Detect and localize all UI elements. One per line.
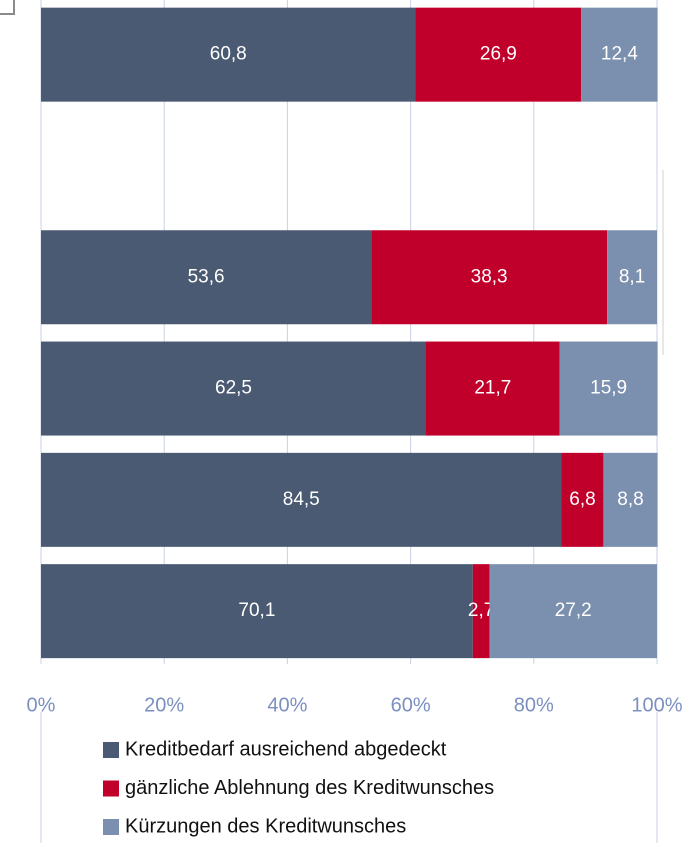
value-label: 26,9 xyxy=(480,44,517,65)
x-tick-label: 0% xyxy=(27,694,56,716)
bar-segment xyxy=(607,230,657,325)
value-label: 62,5 xyxy=(215,378,252,399)
value-label: 6,8 xyxy=(569,489,595,510)
bar-segment xyxy=(603,452,658,547)
bar-segment xyxy=(472,564,490,659)
bar-segment xyxy=(371,230,608,325)
bar-segment xyxy=(41,230,372,325)
value-label: 84,5 xyxy=(283,489,320,510)
value-label: 2,7 xyxy=(468,600,494,621)
bar-segment xyxy=(41,564,473,659)
x-tick-label: 80% xyxy=(514,694,554,716)
bar-segment xyxy=(41,7,416,102)
legend-swatch xyxy=(103,742,119,758)
x-tick-label: 100% xyxy=(631,694,682,716)
value-label: 53,6 xyxy=(188,266,225,287)
legend-swatch xyxy=(103,819,119,835)
legend-swatch xyxy=(103,780,119,797)
bar-segment xyxy=(559,341,658,436)
x-tick-label: 60% xyxy=(391,694,431,716)
bar-segment xyxy=(489,564,657,659)
bar-segment xyxy=(415,7,582,102)
bar-segment xyxy=(41,341,426,436)
legend-label: Kreditbedarf ausreichend abgedeckt xyxy=(125,738,447,760)
legend-label: Kürzungen des Kreditwunsches xyxy=(125,815,406,837)
value-label: 21,7 xyxy=(474,378,511,399)
bar-segment xyxy=(41,452,562,547)
bar-segment xyxy=(426,341,560,436)
value-label: 12,4 xyxy=(601,44,638,65)
value-label: 8,8 xyxy=(617,489,643,510)
value-label: 70,1 xyxy=(238,600,275,621)
legend-label: gänzliche Ablehnung des Kreditwunsches xyxy=(125,777,494,799)
bar-segment xyxy=(581,7,658,102)
value-label: 27,2 xyxy=(555,600,592,621)
bar-segment xyxy=(561,452,604,547)
value-label: 15,9 xyxy=(590,378,627,399)
value-label: 8,1 xyxy=(619,266,645,287)
x-tick-label: 40% xyxy=(267,694,307,716)
x-tick-label: 20% xyxy=(144,694,184,716)
value-label: 38,3 xyxy=(471,266,508,287)
value-label: 60,8 xyxy=(210,44,247,65)
corner-icon xyxy=(0,0,15,15)
